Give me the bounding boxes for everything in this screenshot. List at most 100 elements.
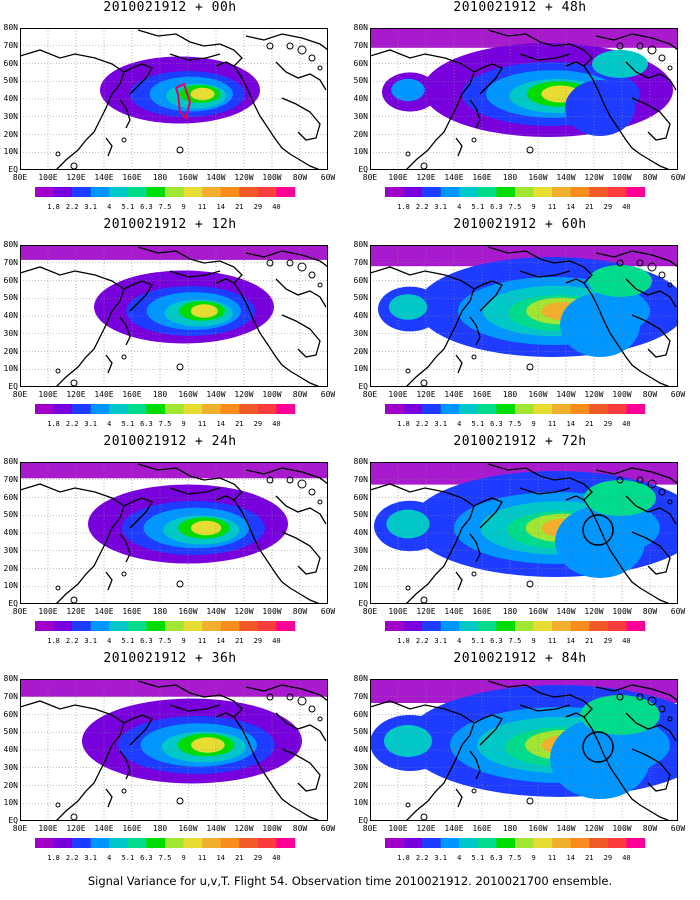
colorbar-swatch — [477, 187, 497, 197]
latitude-label: EQ — [358, 382, 368, 391]
colorbar-swatch — [496, 621, 516, 631]
longitude-label: 140W — [206, 607, 226, 616]
latitude-label: 20N — [353, 780, 368, 790]
island-outline — [658, 271, 666, 279]
coastline — [275, 61, 327, 91]
colorbar-swatch — [422, 187, 442, 197]
longitude-label: 120W — [584, 824, 604, 833]
variance-map — [370, 245, 678, 387]
coastline — [245, 467, 328, 485]
map-panel-24h: 2010021912 + 24h 80N 70N 60N 50N 40N 30N 20N 10N… — [0, 434, 340, 649]
longitude-label: 80E — [362, 173, 378, 182]
latitude-label: 70N — [3, 691, 18, 701]
longitude-label: 60W — [670, 607, 686, 616]
colorbar-swatch — [477, 621, 497, 631]
latitude-label: 20N — [3, 346, 18, 356]
colorbar-swatch — [570, 187, 590, 197]
colorbar-swatch — [552, 621, 572, 631]
colorbar-swatch — [276, 404, 295, 414]
map-frame: 80N 70N 60N 50N 40N 30N 20N 10N EQ 80E 100E 120E 140… — [354, 240, 686, 399]
colorbar-label: 29 — [603, 203, 613, 211]
island-outline — [317, 282, 323, 288]
coastline — [473, 63, 503, 95]
latitude-label: 10N — [353, 147, 368, 157]
longitude-label: 140W — [206, 173, 226, 182]
longitude-label: 140E — [444, 607, 464, 616]
colorbar-swatch — [552, 838, 572, 848]
island-outline — [55, 151, 61, 157]
colorbar-swatch — [440, 404, 460, 414]
latitude-label: 30N — [3, 762, 18, 772]
colorbar-label: 7.5 — [158, 637, 172, 645]
colorbar-label: 2.2 — [65, 420, 79, 428]
latitude-label: 50N — [353, 510, 368, 520]
map-frame: 80N 70N 60N 50N 40N 30N 20N 10N EQ 80E 100E 120E 140… — [4, 240, 336, 399]
latitude-label: 10N — [3, 364, 18, 374]
longitude-label: 120E — [66, 173, 86, 182]
colorbar-swatch — [496, 838, 516, 848]
latitude-label: 10N — [3, 798, 18, 808]
coastline — [20, 700, 125, 821]
colorbar — [385, 187, 645, 197]
colorbar-label: 21 — [585, 854, 594, 862]
colorbar-label: 40 — [272, 854, 281, 862]
island-outline — [121, 571, 127, 577]
colorbar-swatch — [459, 621, 479, 631]
longitude-label: 160E — [472, 607, 492, 616]
map-border — [370, 679, 678, 821]
colorbar-swatch — [589, 187, 609, 197]
longitude-label: 100W — [262, 824, 282, 833]
longitude-label: 140E — [94, 607, 114, 616]
colorbar-label: 7.5 — [508, 637, 522, 645]
island-outline — [317, 499, 323, 505]
latitude-label: 60N — [3, 709, 18, 719]
latitude-label: 30N — [353, 328, 368, 338]
colorbar-swatch — [440, 838, 460, 848]
flight-track — [174, 82, 192, 120]
colorbar-swatch — [385, 404, 404, 414]
colorbar-swatch — [53, 621, 73, 631]
longitude-label: 80W — [642, 173, 658, 182]
panel-title: 2010021912 + 60h — [453, 217, 587, 232]
island-outline — [176, 146, 184, 154]
colorbar-swatch — [220, 838, 240, 848]
coastline — [595, 684, 678, 702]
longitude-label: 120E — [416, 824, 436, 833]
longitude-label: 80E — [12, 607, 28, 616]
latitude-label: 10N — [353, 798, 368, 808]
latitude-label: 40N — [353, 745, 368, 754]
island-outline — [55, 368, 61, 374]
colorbar-label: 40 — [622, 854, 631, 862]
longitude-label: 140E — [444, 390, 464, 399]
map-panel-48h: 2010021912 + 48h 80N 70N 60N 50N 40N 30N 20N 10N… — [350, 0, 690, 215]
coastline — [233, 716, 321, 821]
longitude-label: 80W — [292, 607, 308, 616]
colorbar-swatch — [72, 621, 92, 631]
colorbar-swatch — [403, 187, 423, 197]
latitude-label: 30N — [353, 111, 368, 121]
colorbar-swatch — [72, 404, 92, 414]
colorbar-label: 6.3 — [490, 203, 503, 211]
coastline — [233, 499, 321, 604]
coastline — [519, 704, 571, 712]
island-outline — [658, 705, 666, 713]
longitude-label: 140E — [444, 173, 464, 182]
coastline — [469, 750, 481, 780]
variance-contour — [560, 293, 640, 357]
island-outline — [471, 571, 477, 577]
coastline — [625, 495, 677, 525]
colorbar-label: 21 — [235, 854, 244, 862]
colorbar-label: 7.5 — [508, 420, 522, 428]
longitude-label: 160W — [178, 390, 198, 399]
latitude-label: 80N — [3, 674, 18, 683]
coastline — [519, 53, 571, 61]
colorbar-label: 5.1 — [121, 420, 135, 428]
island-outline — [297, 696, 307, 706]
coastline — [625, 278, 677, 308]
variance-map — [20, 462, 328, 604]
variance-contour — [592, 50, 648, 78]
coastline — [370, 700, 475, 821]
coastline — [169, 270, 221, 278]
coastline — [370, 49, 475, 170]
island-outline — [55, 802, 61, 808]
